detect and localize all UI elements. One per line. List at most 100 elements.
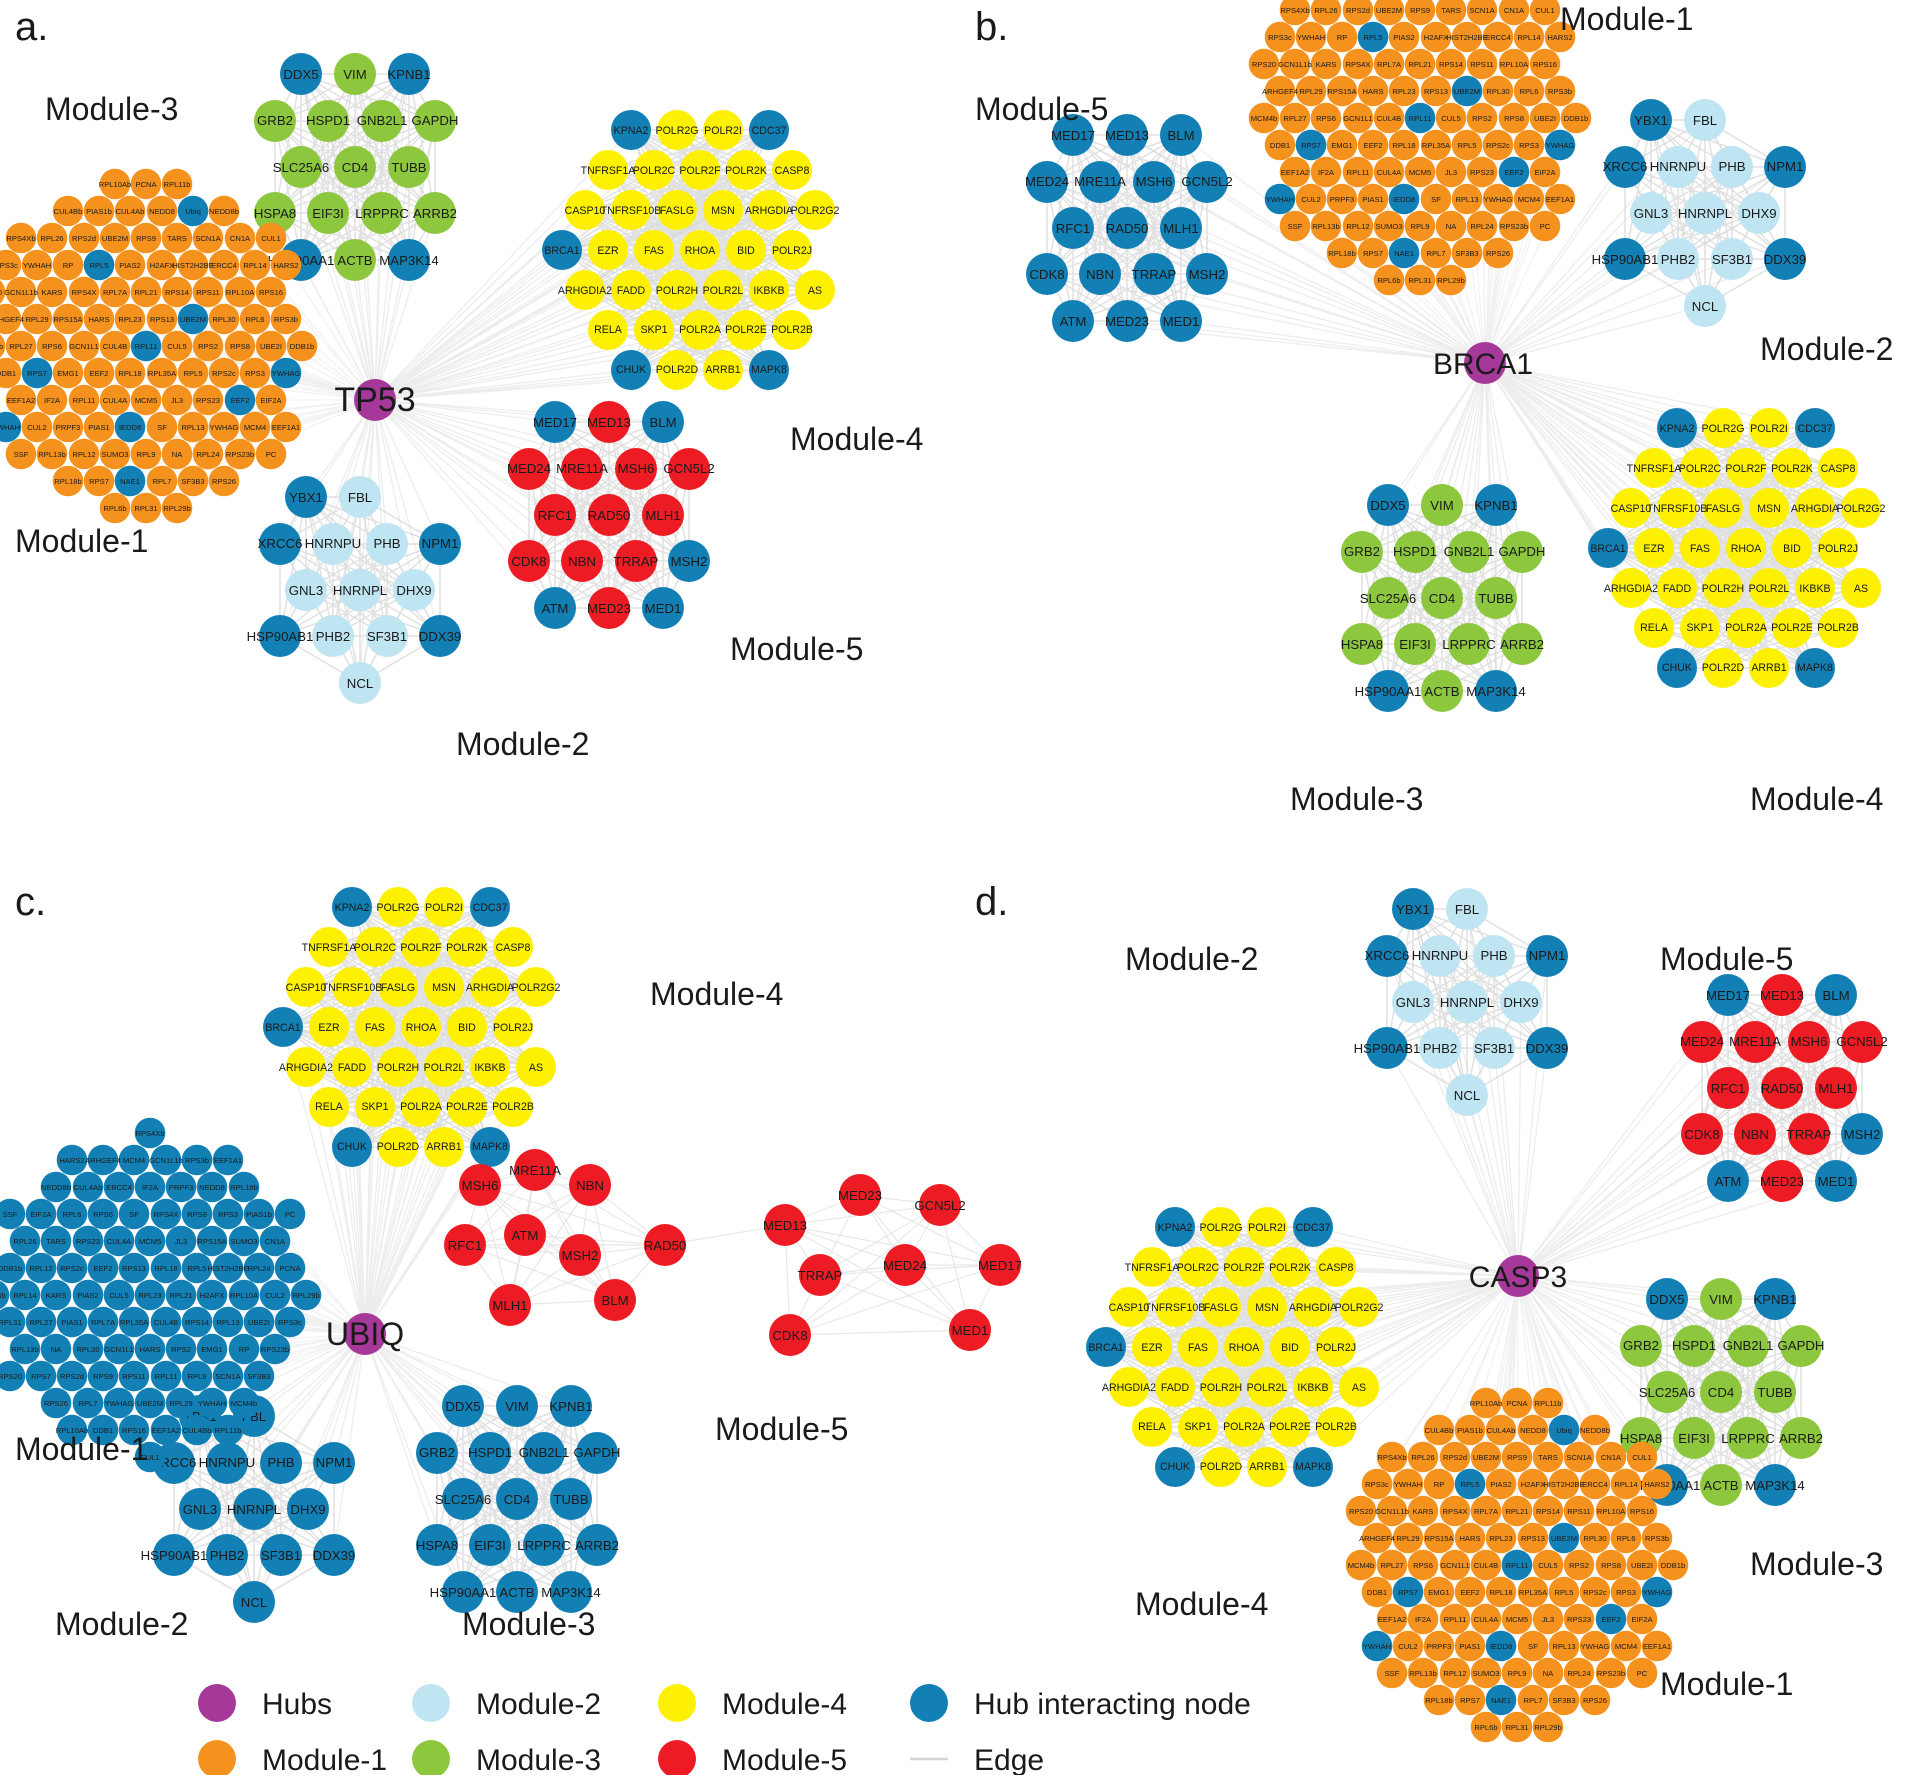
svg-text:DDB1: DDB1 (0, 369, 16, 378)
svg-text:RPL26: RPL26 (40, 234, 63, 243)
svg-text:IKBKB: IKBKB (753, 285, 784, 297)
svg-text:KARS: KARS (1316, 60, 1337, 69)
svg-text:XRCC6: XRCC6 (258, 536, 303, 551)
svg-text:SCN1A: SCN1A (215, 1372, 241, 1381)
svg-text:MAPK8: MAPK8 (1797, 662, 1833, 674)
svg-text:RPL35A: RPL35A (1422, 141, 1451, 150)
svg-text:MAP3K14: MAP3K14 (541, 1585, 600, 1600)
svg-text:POLR2B: POLR2B (771, 324, 813, 336)
svg-text:FASLG: FASLG (381, 982, 415, 994)
svg-text:RPL14: RPL14 (243, 261, 266, 270)
svg-text:TUBB: TUBB (1757, 1385, 1792, 1400)
svg-text:HIST2H2BE: HIST2H2BE (1543, 1480, 1584, 1489)
svg-text:KPNB1: KPNB1 (549, 1399, 592, 1414)
svg-text:RPL12: RPL12 (72, 450, 95, 459)
svg-text:RPS7: RPS7 (1301, 141, 1321, 150)
svg-text:RPS3c: RPS3c (278, 1318, 302, 1327)
svg-text:RPL13: RPL13 (1552, 1642, 1575, 1651)
svg-text:GNL3: GNL3 (1634, 206, 1668, 221)
svg-text:SKP1: SKP1 (361, 1101, 388, 1113)
svg-text:POLR2J: POLR2J (493, 1022, 533, 1034)
svg-text:RPS23b: RPS23b (261, 1345, 289, 1354)
svg-text:RPS3: RPS3 (1616, 1588, 1636, 1597)
svg-text:H2AFX: H2AFX (1424, 33, 1448, 42)
svg-text:UBIQ: UBIQ (326, 1316, 404, 1352)
svg-text:RPS15A: RPS15A (1327, 87, 1357, 96)
svg-text:CUL4B: CUL4B (1474, 1561, 1498, 1570)
svg-text:RPL35A: RPL35A (1519, 1588, 1548, 1597)
svg-text:TNFRSF10B: TNFRSF10B (322, 982, 383, 994)
svg-text:RPS7: RPS7 (27, 369, 47, 378)
svg-text:RAD50: RAD50 (588, 508, 631, 523)
svg-text:IF2A: IF2A (1318, 168, 1335, 177)
svg-text:RPL29b: RPL29b (1437, 276, 1464, 285)
svg-text:HSPD1: HSPD1 (306, 113, 350, 128)
svg-text:PRPF3: PRPF3 (1330, 195, 1354, 204)
svg-text:TNFRSF1A: TNFRSF1A (1627, 463, 1683, 475)
svg-text:TRRAP: TRRAP (798, 1268, 843, 1283)
svg-text:RPL14: RPL14 (1517, 33, 1540, 42)
svg-text:UBE2M: UBE2M (1473, 1453, 1499, 1462)
svg-text:RPS2: RPS2 (171, 1345, 191, 1354)
svg-text:SCN1A: SCN1A (1469, 6, 1495, 15)
svg-text:GCN5L2: GCN5L2 (1836, 1034, 1887, 1049)
svg-text:BID: BID (1783, 543, 1801, 555)
svg-text:RPL27: RPL27 (29, 1318, 52, 1327)
svg-text:POLR2C: POLR2C (1177, 1262, 1220, 1274)
svg-text:EEF1A1: EEF1A1 (272, 423, 300, 432)
svg-text:GCN1L1: GCN1L1 (1440, 1561, 1470, 1570)
svg-text:RPS4Xb: RPS4Xb (1377, 1453, 1406, 1462)
svg-text:ARHGDIA: ARHGDIA (745, 205, 794, 217)
svg-text:GNL3: GNL3 (289, 583, 323, 598)
svg-text:RFC1: RFC1 (1711, 1081, 1745, 1096)
svg-text:MRE11A: MRE11A (509, 1163, 561, 1178)
svg-text:GCN1L1b: GCN1L1b (149, 1156, 183, 1165)
svg-text:CUL1: CUL1 (1535, 6, 1554, 15)
svg-text:MSH6: MSH6 (1136, 174, 1173, 189)
svg-text:DDB1b: DDB1b (1661, 1561, 1685, 1570)
svg-text:EIF3I: EIF3I (474, 1538, 506, 1553)
svg-text:PIAS2: PIAS2 (1490, 1480, 1512, 1489)
svg-text:TNFRSF10B: TNFRSF10B (601, 205, 662, 217)
svg-text:RPL7: RPL7 (1524, 1696, 1543, 1705)
svg-text:PIAS1b: PIAS1b (246, 1210, 272, 1219)
svg-text:RPL6: RPL6 (246, 315, 265, 324)
svg-text:KARS: KARS (46, 1291, 67, 1300)
svg-text:RPL14: RPL14 (1614, 1480, 1637, 1489)
svg-text:RAD50: RAD50 (1106, 221, 1149, 236)
svg-text:RPL13: RPL13 (1455, 195, 1478, 204)
svg-text:Hub interacting node: Hub interacting node (974, 1688, 1251, 1721)
svg-text:CUL1: CUL1 (1632, 1453, 1651, 1462)
svg-text:MCM4b: MCM4b (0, 342, 3, 351)
svg-text:POLR2E: POLR2E (1771, 622, 1813, 634)
svg-text:RPL18b: RPL18b (54, 477, 81, 486)
svg-text:FADD: FADD (617, 285, 646, 297)
svg-text:RPS6: RPS6 (1413, 1561, 1433, 1570)
svg-text:IKBKB: IKBKB (474, 1062, 505, 1074)
svg-text:GAPDH: GAPDH (412, 113, 459, 128)
svg-text:Module-3: Module-3 (45, 91, 178, 127)
svg-text:RPL9: RPL9 (1508, 1669, 1527, 1678)
svg-text:IEDD8: IEDD8 (119, 423, 141, 432)
svg-text:RPL26: RPL26 (1314, 6, 1337, 15)
svg-text:RPL31: RPL31 (134, 504, 157, 513)
svg-text:SUMO3: SUMO3 (1472, 1669, 1499, 1678)
svg-text:CDK8: CDK8 (511, 554, 546, 569)
svg-text:BLM: BLM (1167, 128, 1194, 143)
svg-text:YWHAG: YWHAG (1643, 1588, 1672, 1597)
svg-text:ARHGDIA2: ARHGDIA2 (1102, 1382, 1156, 1394)
svg-text:POLR2A: POLR2A (1223, 1421, 1266, 1433)
svg-text:POLR2B: POLR2B (492, 1101, 534, 1113)
svg-text:MCM4: MCM4 (1518, 195, 1540, 204)
svg-text:IKBKB: IKBKB (1297, 1382, 1328, 1394)
svg-text:IF2A: IF2A (44, 396, 61, 405)
svg-text:RPL29b: RPL29b (163, 504, 190, 513)
svg-text:MSH6: MSH6 (1791, 1034, 1828, 1049)
svg-text:CDK8: CDK8 (1684, 1127, 1719, 1142)
svg-text:CD4: CD4 (1708, 1385, 1734, 1400)
svg-text:CUL1: CUL1 (261, 234, 280, 243)
svg-text:MLH1: MLH1 (1818, 1081, 1853, 1096)
svg-text:RPS2: RPS2 (1569, 1561, 1589, 1570)
svg-text:EEF1A1: EEF1A1 (1643, 1642, 1671, 1651)
svg-text:Edge: Edge (974, 1744, 1044, 1775)
